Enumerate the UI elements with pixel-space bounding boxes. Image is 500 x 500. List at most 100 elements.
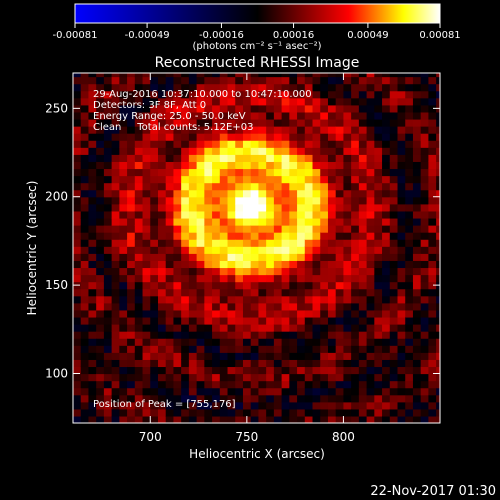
heatmap-cell [204, 408, 213, 417]
heatmap-cell [382, 175, 391, 184]
heatmap-cell [389, 189, 399, 198]
heatmap-cell [343, 316, 352, 325]
heatmap-cell [227, 225, 236, 233]
heatmap-cell [258, 316, 267, 325]
heatmap-cell [88, 359, 97, 368]
heatmap-cell [374, 133, 383, 141]
heatmap-cell [212, 288, 221, 297]
heatmap-cell [366, 352, 375, 360]
heatmap-cell [382, 232, 391, 240]
heatmap-cell [173, 168, 182, 177]
heatmap-cell [327, 267, 337, 276]
heatmap-cell [327, 338, 337, 346]
heatmap-cell [134, 232, 144, 240]
heatmap-cell [227, 104, 236, 113]
heatmap-cell [181, 133, 190, 141]
heatmap-cell [219, 140, 229, 148]
heatmap-cell [119, 189, 128, 198]
heatmap-cell [281, 210, 290, 219]
heatmap-cell [420, 73, 430, 78]
heatmap-cell [227, 196, 236, 205]
heatmap-cell [405, 309, 414, 318]
heatmap-cell [73, 316, 82, 325]
heatmap-cell [219, 288, 229, 297]
heatmap-cell [297, 175, 306, 184]
heatmap-cell [397, 359, 406, 368]
heatmap-cell [73, 147, 82, 155]
heatmap-cell [266, 331, 275, 339]
heatmap-cell [382, 387, 391, 396]
heatmap-cell [165, 189, 175, 198]
heatmap-cell [73, 387, 82, 396]
heatmap-cell [173, 274, 182, 283]
heatmap-cell [88, 196, 97, 205]
heatmap-cell [134, 267, 144, 276]
heatmap-cell [382, 126, 391, 134]
heatmap-cell [273, 253, 283, 261]
heatmap-cell [103, 73, 113, 78]
heatmap-cell [150, 90, 159, 99]
heatmap-cell [312, 168, 321, 177]
heatmap-cell [235, 217, 244, 226]
heatmap-cell [227, 415, 236, 423]
heatmap-cell [235, 73, 244, 78]
heatmap-cell [242, 154, 252, 162]
heatmap-cell [96, 331, 105, 339]
heatmap-cell [103, 168, 113, 177]
heatmap-cell [266, 126, 275, 134]
heatmap-cell [235, 90, 244, 99]
heatmap-cell [412, 73, 422, 78]
heatmap-cell [204, 359, 213, 368]
heatmap-cell [304, 111, 314, 120]
heatmap-cell [327, 126, 337, 134]
heatmap-cell [335, 267, 345, 276]
heatmap-cell [157, 302, 167, 311]
heatmap-cell [258, 359, 267, 368]
heatmap-cell [289, 309, 298, 318]
heatmap-cell [436, 133, 440, 141]
heatmap-cell [111, 401, 120, 410]
heatmap-cell [204, 210, 213, 219]
heatmap-cell [227, 210, 236, 219]
heatmap-cell [127, 302, 136, 311]
heatmap-cell [88, 118, 97, 127]
heatmap-cell [188, 154, 198, 162]
heatmap-cell [366, 239, 375, 247]
heatmap-cell [281, 401, 290, 410]
heatmap-cells [73, 73, 440, 423]
heatmap-cell [273, 408, 283, 417]
heatmap-cell [73, 274, 82, 283]
heatmap-cell [80, 175, 90, 184]
heatmap-cell [219, 161, 229, 170]
heatmap-cell [266, 415, 275, 423]
heatmap-cell [304, 97, 314, 106]
heatmap-cell [281, 168, 290, 177]
heatmap-cell [150, 239, 159, 247]
heatmap-cell [173, 161, 182, 170]
heatmap-cell [374, 118, 383, 127]
heatmap-cell [150, 154, 159, 162]
heatmap-cell [412, 232, 422, 240]
heatmap-cell [405, 83, 414, 92]
heatmap-cell [420, 83, 430, 92]
heatmap-cell [389, 246, 399, 254]
heatmap-cell [227, 309, 236, 318]
heatmap-cell [165, 352, 175, 360]
heatmap-cell [119, 394, 128, 403]
heatmap-cell [111, 168, 120, 177]
heatmap-cell [103, 147, 113, 155]
heatmap-cell [242, 352, 252, 360]
heatmap-cell [397, 76, 406, 85]
heatmap-cell [343, 225, 352, 233]
heatmap-cell [335, 295, 345, 304]
heatmap-cell [351, 239, 360, 247]
heatmap-cell [103, 394, 113, 403]
heatmap-cell [111, 210, 120, 219]
heatmap-cell [165, 415, 175, 423]
heatmap-cell [289, 133, 298, 141]
heatmap-cell [188, 366, 198, 375]
heatmap-cell [188, 118, 198, 127]
heatmap-cell [335, 97, 345, 106]
heatmap-cell [358, 309, 368, 318]
heatmap-cell [111, 126, 120, 134]
